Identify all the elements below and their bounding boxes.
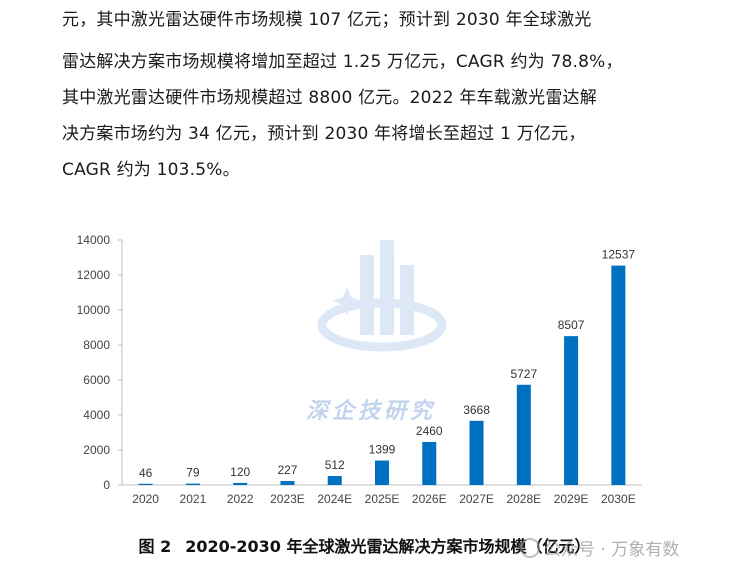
- data-label-2025E: 1399: [369, 443, 396, 457]
- paragraph-line-5: CAGR 约为 103.5%。: [62, 160, 240, 180]
- bar-2029E: [564, 336, 579, 485]
- source-text: 公众号 · 万象有数: [544, 540, 680, 560]
- y-tick-label: 4000: [83, 408, 110, 422]
- bar-2023E: [280, 481, 295, 485]
- wechat-logo-icon: [520, 538, 540, 558]
- bar-2026E: [422, 441, 437, 485]
- x-tick-label: 2027E: [459, 492, 494, 506]
- x-tick-label: 2021: [180, 492, 207, 506]
- y-tick-label: 14000: [77, 233, 111, 247]
- data-label-2023E: 227: [277, 463, 297, 477]
- data-label-2028E: 5727: [510, 367, 537, 381]
- watermark-text: 深企技研究: [306, 398, 437, 424]
- source-watermark: 公众号 · 万象有数: [520, 535, 679, 560]
- x-tick-label: 2023E: [270, 492, 305, 506]
- paragraph-line-1: 元，其中激光雷达硬件市场规模 107 亿元；预计到 2030 年全球激光: [62, 10, 592, 30]
- x-tick-label: 2026E: [412, 492, 447, 506]
- figure-caption: 图 2 2020-2030 年全球激光雷达解决方案市场规模（亿元）: [0, 533, 729, 557]
- bar-series: [138, 265, 626, 485]
- data-label-2027E: 3668: [463, 403, 490, 417]
- paragraph-line-4: 决方案市场约为 34 亿元，预计到 2030 年将增长至超过 1 万亿元，: [62, 124, 586, 144]
- paragraph-line-3: 其中激光雷达硬件市场规模超过 8800 亿元。2022 年车载激光雷达解: [62, 88, 597, 108]
- y-tick-label: 6000: [83, 373, 110, 387]
- y-tick-label: 12000: [77, 268, 111, 282]
- figure-title: 2020-2030 年全球激光雷达解决方案市场规模（亿元）: [185, 537, 591, 556]
- bar-2024E: [327, 476, 342, 485]
- x-axis: 2020 2021 2022 2023E 2024E 2025E 2026E 2027E 202…: [122, 484, 642, 506]
- x-tick-label: 2029E: [554, 492, 589, 506]
- x-tick-label: 2020: [132, 492, 159, 506]
- data-label-2030E: 12537: [602, 248, 636, 262]
- x-tick-label: 2022: [227, 492, 254, 506]
- y-tick-label: 8000: [83, 338, 110, 352]
- y-tick-label: 2000: [83, 443, 110, 457]
- bar-2028E: [516, 384, 531, 485]
- data-labels: 46 79 120 227 512 1399 2460 3668 5727 8507 12537: [139, 248, 635, 480]
- y-tick-label: 10000: [77, 303, 111, 317]
- data-label-2022: 120: [230, 465, 250, 479]
- data-label-2020: 46: [139, 466, 153, 480]
- bar-2021: [185, 483, 200, 485]
- x-tick-label: 2028E: [506, 492, 541, 506]
- body-paragraph: 元，其中激光雷达硬件市场规模 107 亿元；预计到 2030 年全球激光 雷达解…: [62, 2, 662, 188]
- x-tick-label: 2024E: [317, 492, 352, 506]
- x-tick-label: 2030E: [601, 492, 636, 506]
- watermark-logo: [317, 240, 447, 352]
- y-axis: 0 2000 4000 6000 8000 10000 12000 14000: [77, 233, 123, 492]
- bar-2027E: [469, 420, 484, 485]
- bar-2020: [138, 483, 153, 485]
- data-label-2026E: 2460: [416, 424, 443, 438]
- x-tick-label: 2025E: [365, 492, 400, 506]
- y-tick-label: 0: [103, 478, 110, 492]
- data-label-2021: 79: [186, 466, 200, 480]
- data-label-2029E: 8507: [558, 318, 585, 332]
- bar-2030E: [611, 265, 626, 485]
- paragraph-line-2: 雷达解决方案市场规模将增加至超过 1.25 万亿元，CAGR 约为 78.8%，: [62, 52, 623, 72]
- bar-2022: [233, 482, 248, 485]
- figure-number: 图 2: [138, 537, 172, 556]
- data-label-2024E: 512: [325, 458, 345, 472]
- bar-2025E: [375, 460, 389, 485]
